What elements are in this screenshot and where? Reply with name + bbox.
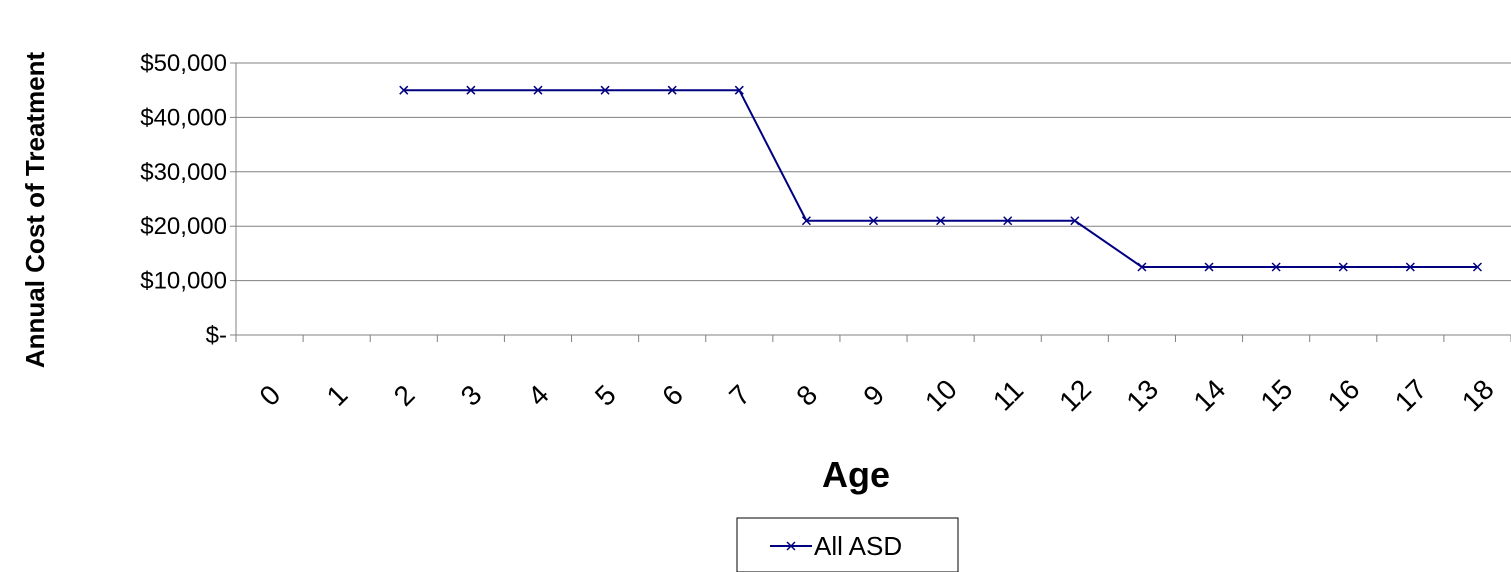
x-tick-label: 14 xyxy=(1187,373,1231,417)
y-tick-label: $40,000 xyxy=(140,104,227,131)
data-point-marker xyxy=(1472,262,1482,272)
legend-series-label: All ASD xyxy=(814,531,902,561)
data-point-marker xyxy=(600,85,610,95)
data-point-marker xyxy=(868,216,879,226)
legend: All ASD xyxy=(736,517,959,572)
data-point-marker xyxy=(1405,262,1415,272)
data-point-marker xyxy=(801,216,811,226)
data-point-marker xyxy=(1070,216,1080,226)
x-tick-label: 8 xyxy=(790,379,823,412)
y-tick-label: $20,000 xyxy=(140,213,227,240)
data-point-marker xyxy=(1271,262,1281,272)
x-tick-label: 3 xyxy=(455,379,488,412)
series-all-asd xyxy=(399,85,1482,272)
data-point-marker xyxy=(734,85,744,95)
y-tick-label: $30,000 xyxy=(140,159,227,186)
y-tick-label: $- xyxy=(206,322,227,349)
y-tick-label: $50,000 xyxy=(140,50,227,77)
y-axis-title: Annual Cost of Treatment xyxy=(20,51,50,368)
x-tick-label: 6 xyxy=(656,379,689,412)
y-axis: $- $10,000 $20,000 $30,000 $40,000 $50,000 xyxy=(140,50,237,349)
series-line xyxy=(403,89,1478,268)
x-tick-label: 0 xyxy=(253,379,286,412)
x-axis-title: Age xyxy=(822,454,890,495)
x-tick-label: 16 xyxy=(1322,373,1366,417)
legend-x-marker xyxy=(786,541,796,551)
data-point-marker xyxy=(1338,262,1348,272)
x-tick-label: 4 xyxy=(522,379,555,412)
x-tick-label: 7 xyxy=(723,379,756,412)
y-tick-label: $10,000 xyxy=(140,268,227,295)
data-point-marker xyxy=(466,85,476,95)
data-point-marker xyxy=(1003,216,1013,226)
data-point-marker xyxy=(399,85,409,95)
x-tick-label: 2 xyxy=(388,379,421,412)
x-tick-label: 11 xyxy=(987,374,1029,416)
x-tick-label: 15 xyxy=(1255,373,1299,417)
x-axis: 0 1 2 3 4 5 6 7 8 9 10 11 12 13 14 15 16 17 18 xyxy=(235,334,1511,417)
x-tick-label: 1 xyxy=(321,379,354,412)
data-point-marker xyxy=(936,216,946,226)
data-point-marker xyxy=(533,85,543,95)
x-tick-label: 12 xyxy=(1053,373,1097,417)
gridlines xyxy=(236,116,1511,282)
x-tick-label: 18 xyxy=(1456,373,1500,417)
x-tick-label: 5 xyxy=(589,379,622,412)
x-tick-label: 9 xyxy=(857,379,890,412)
data-point-marker xyxy=(1137,262,1147,272)
x-tick-label: 10 xyxy=(919,373,963,417)
data-point-marker xyxy=(1204,262,1214,272)
x-tick-label: 17 xyxy=(1389,373,1433,417)
x-tick-label: 13 xyxy=(1120,373,1164,417)
data-point-marker xyxy=(667,85,677,95)
